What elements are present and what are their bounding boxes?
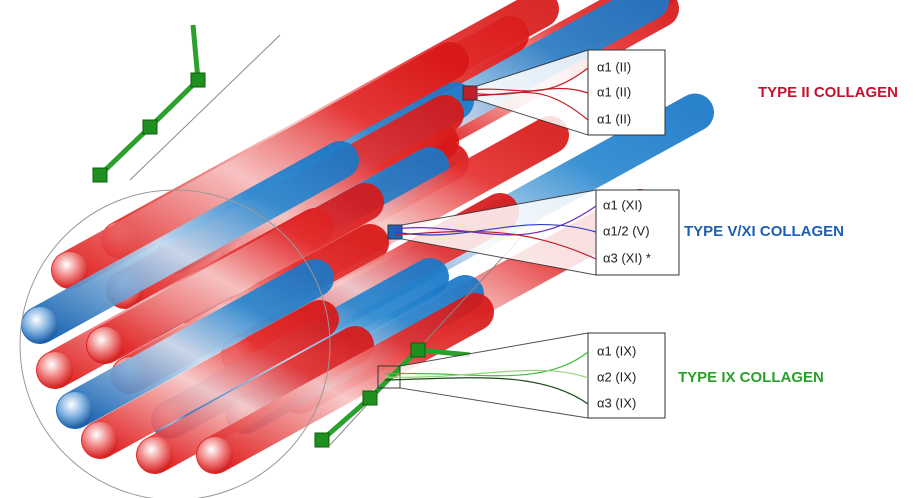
fibril-end — [37, 352, 73, 388]
chain-labels: α1 (II) α1 (II) α1 (II) α1 (XI) α1/2 (V)… — [597, 59, 651, 410]
chain-label: α1/2 (V) — [603, 223, 650, 238]
fibril-end — [82, 422, 118, 458]
guide-line — [129, 34, 281, 181]
group-title: TYPE II COLLAGEN — [758, 84, 898, 101]
fibril-end — [22, 307, 58, 343]
fibril-end — [52, 252, 88, 288]
group-title: TYPE V/XI COLLAGEN — [684, 223, 844, 240]
fibril-end — [57, 392, 93, 428]
fibril-end — [197, 437, 233, 473]
fibril — [136, 326, 374, 474]
fibril-end — [87, 327, 123, 363]
fibrils — [21, 0, 714, 474]
group-title: TYPE IX COLLAGEN — [678, 369, 824, 386]
fibril-end — [137, 437, 173, 473]
fibril — [86, 183, 384, 364]
nc-domains — [92, 72, 426, 448]
chain-label: α1 (II) — [597, 111, 631, 126]
chain-label: α3 (XI) * — [603, 250, 651, 265]
cross-section-outline — [19, 189, 331, 498]
chain-label: α1 (II) — [597, 84, 631, 99]
fibril — [81, 300, 339, 459]
chain-curves — [384, 67, 597, 405]
chain-label: α2 (IX) — [597, 369, 636, 384]
chain-label: α3 (IX) — [597, 395, 636, 410]
fibril — [56, 259, 334, 429]
chain-label: α1 (XI) — [603, 197, 642, 212]
fibril — [21, 141, 359, 344]
fibril — [196, 293, 494, 474]
chain-label: α1 (IX) — [597, 343, 636, 358]
chain-label: α1 (II) — [597, 59, 631, 74]
fibril — [51, 42, 469, 289]
